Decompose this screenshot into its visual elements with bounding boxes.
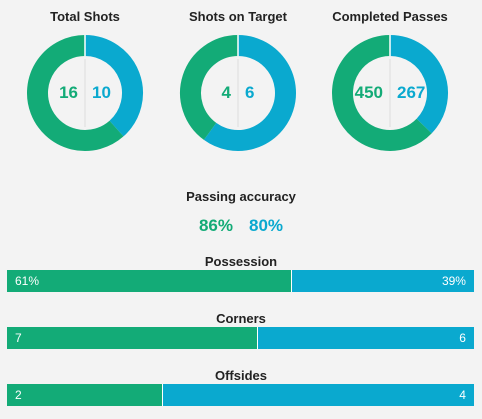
donut-ring — [332, 35, 448, 151]
corners-title: Corners — [216, 311, 266, 326]
away-value: 6 — [245, 83, 255, 102]
donut-total-shots: Total Shots 16 10 — [20, 8, 150, 152]
offsides-bar: 2 4 — [7, 384, 474, 406]
corners-bar: 7 6 — [7, 327, 474, 349]
donut-title: Total Shots — [50, 9, 120, 24]
home-value: 4 — [221, 83, 231, 102]
away-slice — [389, 35, 448, 134]
possession-bar: 61% 39% — [7, 270, 474, 292]
donut-title: Completed Passes — [332, 9, 448, 24]
home-slice — [180, 35, 239, 140]
away-accuracy: 80% — [249, 216, 284, 235]
donut-chart: 450 267 — [331, 34, 449, 152]
donut-ring — [27, 35, 143, 151]
passing-accuracy-title: Passing accuracy — [186, 189, 296, 204]
away-segment: 4 — [162, 384, 474, 406]
home-slice — [27, 35, 124, 151]
donut-chart: 4 6 — [179, 34, 297, 152]
away-value: 10 — [92, 83, 111, 102]
away-slice — [203, 35, 296, 151]
donut-shots-on-target: Shots on Target 4 6 — [173, 8, 303, 152]
away-segment: 39% — [291, 270, 474, 292]
home-value: 16 — [59, 83, 78, 102]
home-segment: 7 — [7, 327, 259, 349]
donut-completed-passes: Completed Passes 450 267 — [325, 8, 455, 152]
home-accuracy: 86% — [198, 216, 233, 235]
home-segment: 61% — [7, 270, 292, 292]
donut-title: Shots on Target — [189, 9, 287, 24]
possession-title: Possession — [204, 254, 278, 269]
donut-ring — [180, 35, 296, 151]
offsides-title: Offsides — [214, 368, 267, 383]
passing-accuracy-values: 86% 80% — [0, 216, 482, 236]
away-slice — [84, 35, 143, 137]
home-slice — [332, 35, 432, 151]
away-value: 267 — [397, 83, 426, 102]
home-segment: 2 — [7, 384, 163, 406]
donut-chart: 16 10 — [26, 34, 144, 152]
away-segment: 6 — [258, 327, 474, 349]
home-value: 450 — [354, 83, 383, 102]
